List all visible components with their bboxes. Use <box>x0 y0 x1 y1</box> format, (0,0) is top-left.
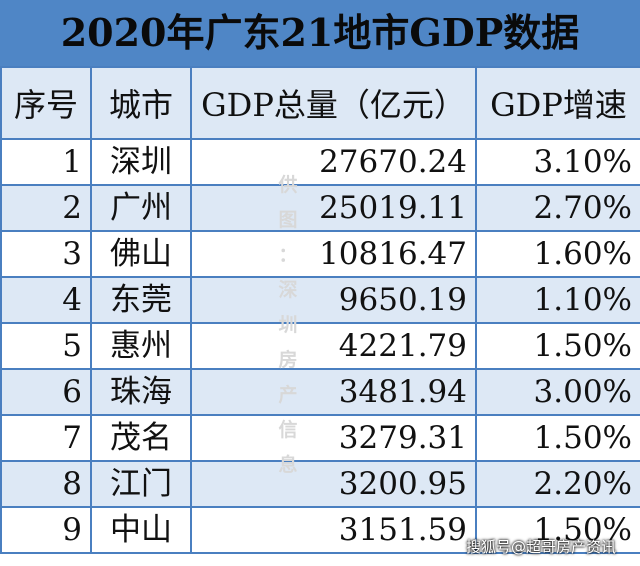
table-row: 4 东莞 9650.19 1.10% <box>0 276 640 324</box>
header-gdp: GDP总量（亿元） <box>190 66 477 140</box>
table-row: 2 广州 25019.11 2.70% <box>0 184 640 232</box>
cell-rank: 4 <box>0 276 92 324</box>
cell-growth: 1.60% <box>475 230 640 278</box>
cell-city: 深圳 <box>90 138 192 186</box>
cell-gdp: 27670.24 <box>190 138 477 186</box>
cell-rank: 6 <box>0 368 92 416</box>
cell-growth: 3.00% <box>475 368 640 416</box>
table-row: 1 深圳 27670.24 3.10% <box>0 138 640 186</box>
cell-city: 江门 <box>90 460 192 508</box>
cell-rank: 1 <box>0 138 92 186</box>
header-row: 序号 城市 GDP总量（亿元） GDP增速 <box>0 66 640 140</box>
header-city: 城市 <box>90 66 192 140</box>
cell-rank: 8 <box>0 460 92 508</box>
table-row: 8 江门 3200.95 2.20% <box>0 460 640 508</box>
cell-city: 广州 <box>90 184 192 232</box>
cell-rank: 3 <box>0 230 92 278</box>
cell-gdp: 25019.11 <box>190 184 477 232</box>
table-title: 2020年广东21地市GDP数据 <box>0 0 640 66</box>
cell-rank: 5 <box>0 322 92 370</box>
cell-gdp: 3481.94 <box>190 368 477 416</box>
table-row: 9 中山 3151.59 1.50% <box>0 506 640 554</box>
cell-city: 佛山 <box>90 230 192 278</box>
cell-city: 惠州 <box>90 322 192 370</box>
cell-gdp: 3151.59 <box>190 506 477 554</box>
cell-rank: 9 <box>0 506 92 554</box>
cell-gdp: 3200.95 <box>190 460 477 508</box>
cell-growth: 2.20% <box>475 460 640 508</box>
cell-growth: 1.50% <box>475 414 640 462</box>
cell-gdp: 10816.47 <box>190 230 477 278</box>
table-row: 3 佛山 10816.47 1.60% <box>0 230 640 278</box>
cell-growth: 1.50% <box>475 506 640 554</box>
cell-growth: 1.50% <box>475 322 640 370</box>
cell-gdp: 3279.31 <box>190 414 477 462</box>
cell-city: 中山 <box>90 506 192 554</box>
cell-growth: 2.70% <box>475 184 640 232</box>
table-row: 5 惠州 4221.79 1.50% <box>0 322 640 370</box>
table-row: 6 珠海 3481.94 3.00% <box>0 368 640 416</box>
header-growth: GDP增速 <box>475 66 640 140</box>
gdp-table: 序号 城市 GDP总量（亿元） GDP增速 1 深圳 27670.24 3.10… <box>0 66 640 554</box>
cell-rank: 2 <box>0 184 92 232</box>
header-rank: 序号 <box>0 66 92 140</box>
table-row: 7 茂名 3279.31 1.50% <box>0 414 640 462</box>
cell-gdp: 4221.79 <box>190 322 477 370</box>
cell-growth: 3.10% <box>475 138 640 186</box>
cell-city: 茂名 <box>90 414 192 462</box>
cell-city: 珠海 <box>90 368 192 416</box>
cell-rank: 7 <box>0 414 92 462</box>
corner-watermark: 搜狐号@超哥房产资讯 <box>466 538 617 556</box>
cell-growth: 1.10% <box>475 276 640 324</box>
cell-gdp: 9650.19 <box>190 276 477 324</box>
cell-city: 东莞 <box>90 276 192 324</box>
